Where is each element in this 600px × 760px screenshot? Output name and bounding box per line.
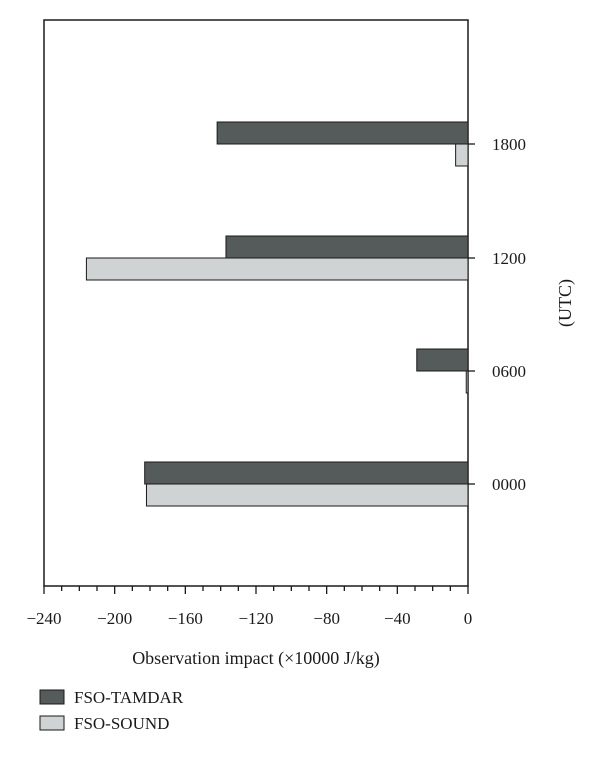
bar-fso-tamdar-0000 [144, 461, 469, 485]
category-axis: 0000 0600 1200 1800 [468, 135, 526, 494]
x-tick-label: 0 [464, 609, 473, 628]
legend-swatch-tamdar [39, 689, 65, 705]
x-axis: −240 −200 −160 −120 −80 −40 0 [26, 586, 472, 628]
x-tick-label: −80 [313, 609, 340, 628]
x-tick-label: −200 [97, 609, 132, 628]
bar-fso-sound-0000 [145, 483, 469, 507]
bars-layer [85, 121, 469, 507]
bar-fso-sound-1200 [85, 257, 469, 281]
x-tick-label: −160 [168, 609, 203, 628]
y-tick-label: 1800 [492, 135, 526, 154]
bar-fso-tamdar-0600 [416, 348, 469, 372]
x-axis-title: Observation impact (×10000 J/kg) [132, 648, 380, 669]
bar-fso-sound-1800 [455, 143, 469, 167]
y-tick-label: 1200 [492, 249, 526, 268]
y-tick-label: 0600 [492, 362, 526, 381]
legend: FSO-TAMDAR FSO-SOUND [39, 688, 184, 733]
bar-fso-tamdar-1200 [225, 235, 469, 259]
legend-swatch-sound [39, 715, 65, 731]
x-tick-label: −120 [238, 609, 273, 628]
legend-label-tamdar: FSO-TAMDAR [74, 688, 184, 707]
bar-fso-sound-0600 [465, 370, 469, 394]
x-tick-label: −40 [384, 609, 411, 628]
bar-fso-tamdar-1800 [216, 121, 469, 145]
legend-label-sound: FSO-SOUND [74, 714, 169, 733]
x-tick-label: −240 [26, 609, 61, 628]
y-axis-title: (UTC) [555, 279, 576, 327]
y-tick-label: 0000 [492, 475, 526, 494]
